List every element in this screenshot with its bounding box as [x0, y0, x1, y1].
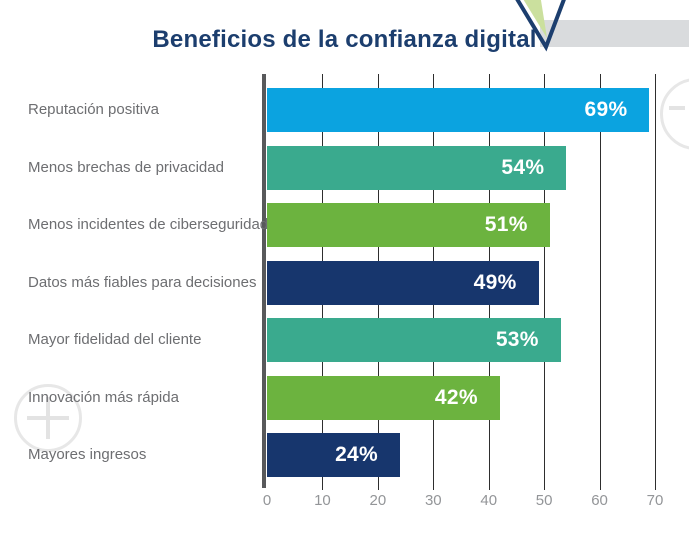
category-label: Menos brechas de privacidad — [28, 158, 224, 176]
category-label: Menos incidentes de ciberseguridad — [28, 216, 269, 233]
decorative-rectangle — [540, 20, 689, 47]
bar-value-label: 51% — [484, 213, 528, 236]
zoom-in-button[interactable] — [14, 384, 82, 452]
bar-3[interactable]: 51% — [267, 203, 550, 247]
bar-4[interactable]: 49% — [267, 260, 539, 305]
category-label: Datos más fiables para decisiones — [28, 273, 257, 291]
x-tick-label-10: 10 — [314, 492, 331, 509]
bar-6[interactable]: 42% — [267, 375, 500, 420]
bar-value-label: 69% — [584, 98, 628, 121]
checkmark-icon — [515, 0, 566, 52]
x-tick-label-60: 60 — [591, 492, 608, 509]
x-tick-label-20: 20 — [369, 492, 387, 509]
bar-1[interactable]: 69% — [267, 88, 650, 132]
x-tick-label-70: 70 — [646, 492, 664, 509]
category-label: Reputación positiva — [28, 101, 159, 118]
minus-icon — [669, 106, 685, 110]
gridline-50 — [544, 74, 546, 488]
x-tick-label-30: 30 — [424, 492, 442, 509]
bar-value-label: 54% — [501, 155, 545, 179]
category-label: Mayor fidelidad del cliente — [28, 331, 202, 348]
gridline-70 — [655, 74, 656, 488]
bar-value-label: 53% — [495, 328, 539, 351]
category-label: Mayores ingresos — [28, 446, 147, 463]
x-tick-label-40: 40 — [480, 492, 498, 509]
bar-2[interactable]: 54% — [267, 145, 567, 190]
bar-7[interactable]: 24% — [267, 433, 401, 477]
bar-value-label: 24% — [335, 443, 379, 466]
category-label: Innovación más rápida — [28, 388, 179, 406]
chart-title: Beneficios de la confianza digital — [152, 26, 537, 53]
y-axis-line — [262, 74, 266, 488]
bar-5[interactable]: 53% — [267, 318, 561, 362]
gridline-60 — [599, 74, 601, 488]
bar-value-label: 49% — [473, 270, 517, 294]
x-tick-label-50: 50 — [535, 492, 553, 509]
plus-icon — [46, 397, 50, 439]
x-tick-label-0: 0 — [262, 492, 272, 509]
bar-value-label: 42% — [434, 385, 478, 409]
